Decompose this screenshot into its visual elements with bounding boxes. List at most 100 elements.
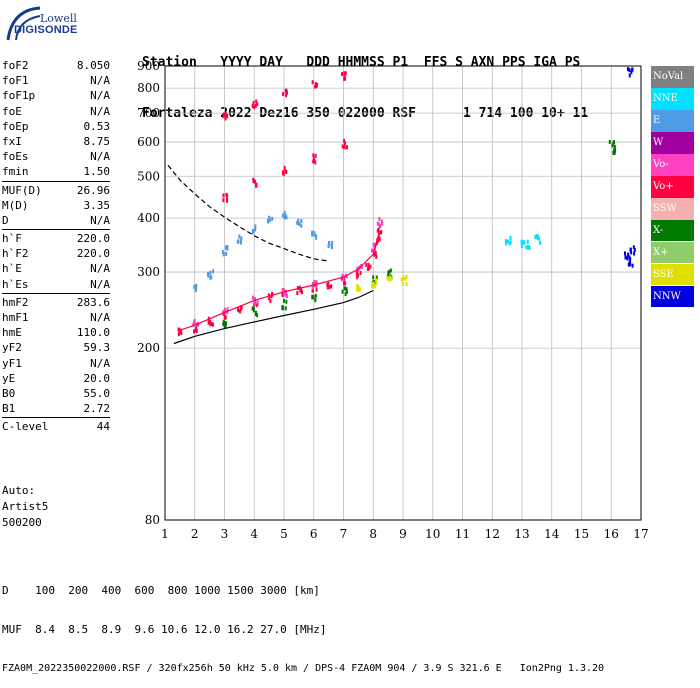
echo-point bbox=[284, 306, 287, 311]
echo-point bbox=[344, 281, 347, 286]
echo-point bbox=[314, 298, 317, 303]
echo-point bbox=[252, 179, 255, 184]
echo-point bbox=[285, 91, 288, 96]
echo-point bbox=[268, 216, 271, 221]
param-row: hmF1 N/A bbox=[2, 310, 110, 325]
echo-point bbox=[195, 283, 198, 288]
echo-point bbox=[312, 159, 315, 164]
param-label: B0 bbox=[2, 386, 16, 400]
echo-point bbox=[371, 281, 374, 286]
echo-point bbox=[328, 240, 331, 245]
echo-point bbox=[343, 144, 346, 149]
param-value: N/A bbox=[90, 74, 110, 88]
echo-point bbox=[226, 307, 229, 312]
echo-point bbox=[239, 309, 242, 314]
echo-point bbox=[367, 262, 370, 267]
legend-item-nne: NNE bbox=[651, 87, 694, 110]
echo-point bbox=[356, 287, 359, 292]
echo-point bbox=[631, 263, 634, 268]
echo-point bbox=[377, 227, 380, 232]
echo-point bbox=[372, 275, 375, 280]
echo-point bbox=[387, 273, 390, 278]
echo-point bbox=[253, 301, 256, 306]
echo-point bbox=[379, 223, 382, 228]
echo-point bbox=[251, 103, 254, 108]
echo-point bbox=[222, 252, 225, 257]
echo-point bbox=[534, 235, 537, 240]
x-tick-label: 10 bbox=[425, 527, 440, 541]
echo-point bbox=[401, 281, 404, 286]
echo-point bbox=[284, 213, 287, 218]
echo-point bbox=[236, 306, 239, 311]
param-value: N/A bbox=[90, 150, 110, 164]
footer-distance-values: 100 200 400 600 800 1000 1500 3000 [km] bbox=[35, 584, 320, 597]
echo-point bbox=[300, 290, 303, 295]
echo-point bbox=[311, 282, 314, 287]
echo-point bbox=[631, 67, 634, 72]
echo-point bbox=[375, 254, 378, 259]
param-row: D N/A bbox=[2, 213, 110, 228]
echo-point bbox=[256, 313, 259, 318]
ionogram-chart: 1 2 3 4 5 6 7 8 9 10 11 12 13 14 15 16 17802003004005006… bbox=[137, 59, 649, 541]
param-value: 3.35 bbox=[83, 198, 111, 212]
echo-point bbox=[612, 141, 615, 146]
echo-point bbox=[633, 247, 636, 252]
param-row: yE 20.0 bbox=[2, 371, 110, 386]
echo-point bbox=[376, 221, 379, 226]
param-row: yF1 N/A bbox=[2, 356, 110, 371]
footer-distance-row: D 100 200 400 600 800 1000 1500 3000 [km… bbox=[2, 584, 604, 597]
echo-point bbox=[193, 329, 196, 334]
echo-point bbox=[195, 328, 198, 333]
plot-frame bbox=[164, 65, 642, 521]
echo-point bbox=[223, 320, 226, 325]
echo-point bbox=[375, 278, 378, 283]
param-row: yF2 59.3 bbox=[2, 340, 110, 355]
x-tick-label: 12 bbox=[485, 527, 500, 541]
legend-item-e: E bbox=[651, 109, 694, 132]
echo-point bbox=[373, 251, 376, 256]
echo-point bbox=[612, 150, 615, 155]
legend-item-nnw: NNW bbox=[651, 285, 694, 308]
param-label: foF1p bbox=[2, 89, 36, 103]
echo-point bbox=[222, 322, 225, 327]
echo-point bbox=[209, 319, 212, 324]
echo-point bbox=[315, 284, 318, 289]
autoscale-info: Auto: Artist5 500200 bbox=[2, 483, 48, 531]
param-label: foF1 bbox=[2, 74, 29, 88]
legend: NoVal NNE E W Vo- Vo+ SSW X- X+ SSE NNW bbox=[651, 66, 694, 308]
param-label: h`Es bbox=[2, 277, 29, 291]
echo-point bbox=[253, 105, 256, 110]
echo-point bbox=[254, 224, 257, 229]
echo-point bbox=[520, 243, 523, 248]
echo-point bbox=[327, 244, 330, 249]
echo-point bbox=[193, 318, 196, 323]
y-tick-label: 300 bbox=[137, 265, 160, 279]
echo-point bbox=[527, 245, 530, 250]
param-label: yF1 bbox=[2, 356, 22, 370]
param-value: 220.0 bbox=[76, 247, 110, 261]
echo-point bbox=[315, 280, 318, 285]
echo-point bbox=[381, 221, 384, 226]
echo-point bbox=[224, 245, 227, 250]
x-tick-label: 17 bbox=[633, 527, 648, 541]
echo-point bbox=[342, 281, 345, 286]
echo-point bbox=[371, 248, 374, 253]
echo-point bbox=[370, 284, 373, 289]
param-row: foF1p N/A bbox=[2, 88, 110, 103]
echo-point bbox=[627, 252, 630, 257]
echo-point bbox=[314, 84, 317, 89]
echo-point bbox=[285, 299, 288, 304]
echo-point bbox=[345, 145, 348, 150]
echo-point bbox=[285, 170, 288, 175]
echo-point bbox=[237, 239, 240, 244]
x-tick-label: 7 bbox=[340, 527, 348, 541]
param-row: h`F2 220.0 bbox=[2, 246, 110, 261]
echo-point bbox=[256, 300, 259, 305]
param-value: 0.53 bbox=[83, 119, 111, 133]
echo-point bbox=[298, 222, 301, 227]
echo-point bbox=[356, 269, 359, 274]
echo-point bbox=[224, 315, 227, 320]
param-value: N/A bbox=[90, 311, 110, 324]
echo-point bbox=[506, 239, 509, 244]
echo-point bbox=[226, 246, 229, 251]
